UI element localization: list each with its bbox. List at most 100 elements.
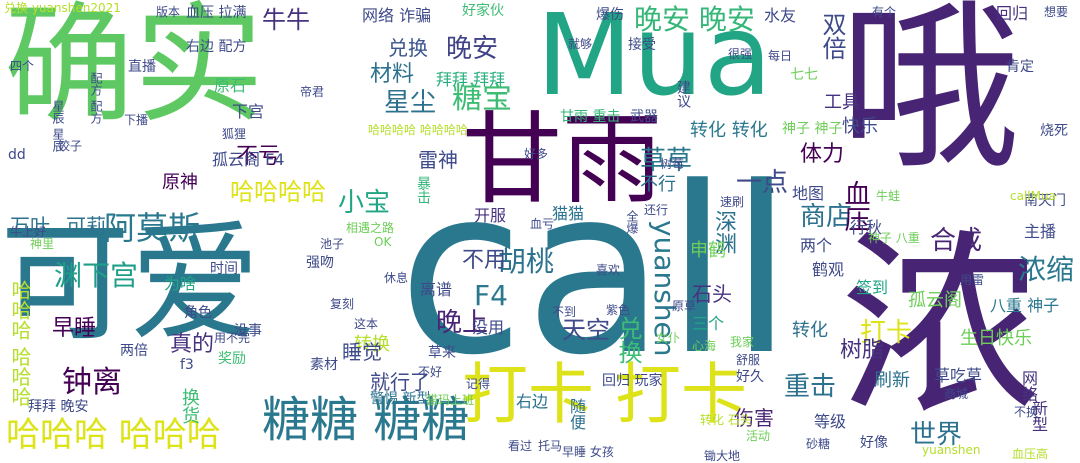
word-cloud-word: 兑换 <box>614 316 642 364</box>
word-cloud-word: 不到 <box>552 305 577 319</box>
word-cloud-word: 神里 <box>30 237 55 251</box>
word-cloud-word: 池子 <box>320 237 345 251</box>
word-cloud-word: 确实 <box>4 0 265 141</box>
word-cloud-word: 这本 <box>354 317 379 331</box>
word-cloud-word: 石头 <box>692 282 732 306</box>
word-cloud-word: 草来 <box>428 345 456 361</box>
word-cloud-word: 紫色 <box>606 303 631 317</box>
word-cloud-word: 树脂 <box>840 338 885 363</box>
word-cloud-word: 哦 <box>840 0 1021 194</box>
word-cloud-word: 离谱 <box>420 280 453 299</box>
word-cloud-word: 舒服 <box>736 353 761 367</box>
word-cloud-word: 警惕 新型 <box>370 391 431 407</box>
word-cloud-word: 草草 <box>640 146 693 176</box>
word-cloud-word: 血压高 <box>1012 447 1049 461</box>
word-cloud-word: 角色 <box>184 305 212 321</box>
word-cloud-word: F4 <box>474 279 508 312</box>
word-cloud-word: 星尘 <box>384 88 437 118</box>
word-cloud-word: 复刻 <box>330 297 355 311</box>
word-cloud-word: 晚安 <box>446 34 499 64</box>
word-cloud-word: 原草 <box>672 299 697 313</box>
word-cloud-word: 接受 <box>628 37 656 53</box>
word-cloud-word: 阿莫斯 <box>104 209 201 247</box>
word-cloud-word: 孤云阁 F4 <box>212 150 285 169</box>
word-cloud-word: 砂糖 <box>806 437 831 451</box>
word-cloud-word: 两倍 <box>120 343 148 359</box>
word-cloud-word: 签到 <box>856 278 889 297</box>
word-cloud-word: 哈哈哈 哈哈哈 <box>8 280 32 407</box>
word-cloud-word: 新型 <box>1029 400 1048 432</box>
word-cloud-word: 很强 <box>728 47 753 61</box>
word-cloud-word: dd <box>8 147 26 163</box>
word-cloud-word: 体力 <box>800 142 845 167</box>
word-cloud-word: 爆伤 <box>596 7 624 23</box>
word-cloud-word: 工具 <box>824 92 860 113</box>
word-cloud-word: 快乐 <box>842 116 878 137</box>
word-cloud-word: 八重 神子 <box>990 296 1060 315</box>
word-cloud-word: OK <box>374 235 392 249</box>
word-cloud-word: 南天门 <box>1024 193 1066 209</box>
word-cloud-word: 好像 <box>860 435 888 451</box>
word-cloud-word: yuanshen <box>922 443 981 457</box>
word-cloud-word: 打卡 <box>860 318 913 348</box>
word-cloud-word: Mua <box>536 0 773 121</box>
word-cloud-word: 右边 <box>516 392 549 411</box>
word-cloud-word: 原石 <box>214 76 247 95</box>
word-cloud-word: 回归 <box>996 4 1029 23</box>
word-cloud-word: 武器 <box>630 109 658 125</box>
word-cloud-word: 树莓 <box>660 157 685 171</box>
word-cloud-word: 全爆 <box>625 210 639 234</box>
word-cloud-word: 伤害 <box>734 406 774 430</box>
word-cloud-word: 兑换 <box>388 36 428 60</box>
word-cloud-word: 就够 <box>568 37 593 51</box>
word-cloud-word: 原神 <box>162 172 198 193</box>
word-cloud-word: 商城 <box>944 387 969 401</box>
word-cloud-word: 主播 <box>1024 222 1057 241</box>
word-cloud-word: 雷神 <box>418 148 458 172</box>
word-cloud-word: 没用 <box>472 318 505 337</box>
word-cloud-word: 申鹤 <box>690 240 726 261</box>
word-cloud-word: 不换 <box>1014 405 1039 419</box>
word-cloud-word: 重击 <box>784 372 837 402</box>
word-cloud-word: 有个 <box>872 5 897 19</box>
word-cloud-word: 可莉 <box>66 214 106 238</box>
word-cloud-word: 素材 <box>310 357 338 373</box>
word-cloud-word: 草吃草 <box>934 366 983 385</box>
word-cloud-word: 回归 玩家 <box>602 373 663 389</box>
word-cloud-word: 一点 <box>736 168 789 198</box>
word-cloud-word: 版本 <box>156 5 181 19</box>
word-cloud-word: 好家伙 <box>462 3 504 19</box>
word-cloud-word: 打卡 打卡 <box>462 356 747 433</box>
word-cloud-word: 浓 <box>840 211 1041 444</box>
word-cloud-word: 建议 <box>675 80 691 108</box>
word-cloud-word: 睡觉 <box>342 340 382 364</box>
word-cloud-word: 神子 八重 <box>868 231 920 245</box>
word-cloud-word: 地图 <box>792 184 825 203</box>
word-cloud-word: 锄大地 <box>704 449 741 463</box>
word-cloud-word: 暴击 <box>415 176 431 204</box>
word-cloud-word: 心海 <box>692 339 717 353</box>
word-cloud-word: 不亏 <box>236 144 281 169</box>
word-cloud-word: 时间 <box>210 261 238 277</box>
word-cloud-word: 糖宝 <box>452 81 512 116</box>
word-cloud-word: 星辰 星辰 <box>51 100 65 152</box>
word-cloud-word: 不好 <box>418 365 443 379</box>
word-cloud-word: 配方 配方 <box>89 72 103 124</box>
word-cloud-word: 网络 <box>1019 370 1038 402</box>
word-cloud-word: 材料 <box>370 62 415 87</box>
word-cloud-word: 记得 <box>466 377 491 391</box>
word-cloud-word: 休息 <box>384 271 409 285</box>
word-cloud-word: 换货 <box>179 388 200 424</box>
word-cloud-word: 速刷 <box>720 195 745 209</box>
word-cloud-word: 奖励 <box>218 351 246 367</box>
word-cloud-word: 活动 <box>746 429 771 443</box>
word-cloud-word: 哈哈哈哈 哈哈哈哈 <box>368 123 468 137</box>
word-cloud-word: 血压 <box>840 180 870 232</box>
word-cloud-word: 不行 <box>640 174 676 195</box>
word-cloud-word: 饺子 <box>58 139 83 153</box>
word-cloud-word: 行秋 <box>850 218 883 237</box>
word-cloud-word: 好多 <box>524 147 549 161</box>
word-cloud-word: 为啥 <box>164 274 197 293</box>
word-cloud-word: 帝君 <box>300 85 325 99</box>
word-cloud-word: 下宫 <box>232 102 265 121</box>
